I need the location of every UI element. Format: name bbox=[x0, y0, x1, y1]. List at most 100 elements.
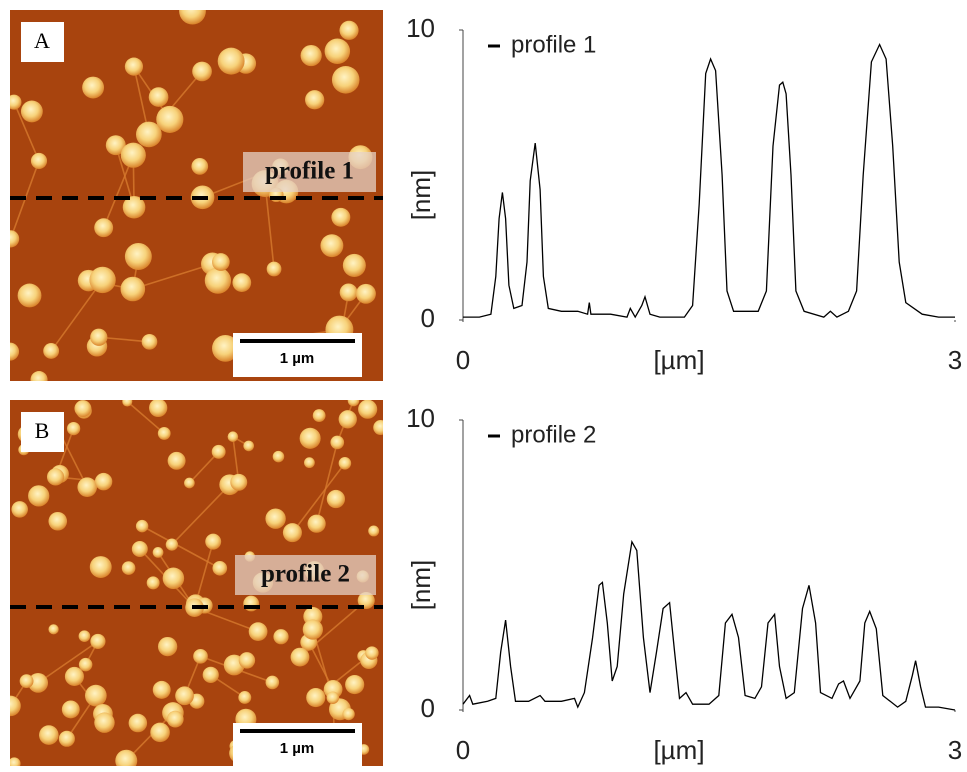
particle bbox=[19, 674, 34, 689]
particle bbox=[212, 560, 228, 576]
particle bbox=[326, 489, 346, 509]
particle bbox=[48, 624, 59, 635]
particle bbox=[78, 630, 91, 642]
panel-label: A bbox=[34, 28, 50, 53]
particle bbox=[10, 757, 21, 766]
particle bbox=[232, 273, 252, 292]
particle bbox=[128, 713, 148, 733]
particle bbox=[347, 400, 360, 407]
x-axis-label: [µm] bbox=[653, 345, 704, 375]
particle bbox=[10, 230, 20, 248]
particle bbox=[338, 457, 352, 470]
particle bbox=[64, 666, 84, 686]
profile-label-box bbox=[235, 555, 376, 595]
particle bbox=[121, 561, 136, 575]
particle bbox=[89, 556, 112, 578]
network-strand bbox=[50, 279, 104, 352]
profile-label-box bbox=[243, 152, 376, 192]
particle bbox=[10, 94, 22, 110]
particle bbox=[368, 525, 380, 537]
profile-line-series bbox=[463, 42, 955, 319]
particle bbox=[152, 547, 164, 558]
particle bbox=[82, 76, 105, 99]
particle bbox=[120, 142, 146, 168]
particle bbox=[167, 451, 186, 470]
network-strand bbox=[188, 451, 220, 484]
particle bbox=[89, 266, 116, 294]
particle bbox=[94, 218, 114, 238]
particle bbox=[135, 121, 162, 148]
profile-label: profile 2 bbox=[261, 561, 350, 588]
particle bbox=[331, 207, 351, 227]
x-tick-label: 3 bbox=[948, 345, 962, 375]
particle bbox=[193, 649, 208, 664]
particle bbox=[243, 440, 255, 452]
particle bbox=[28, 485, 50, 507]
particle bbox=[307, 514, 326, 533]
network-strand bbox=[102, 154, 135, 229]
particle bbox=[339, 20, 359, 40]
profile-label: profile 1 bbox=[265, 158, 354, 185]
particle bbox=[141, 333, 158, 350]
particle bbox=[166, 710, 184, 728]
particle bbox=[265, 675, 280, 690]
particle bbox=[205, 533, 222, 550]
particle bbox=[230, 473, 248, 491]
particle bbox=[156, 105, 184, 133]
particle bbox=[124, 57, 144, 76]
particle bbox=[211, 253, 230, 271]
network-strand bbox=[132, 263, 213, 290]
particle bbox=[131, 540, 148, 557]
particle bbox=[339, 283, 358, 302]
particle bbox=[48, 511, 68, 531]
particle bbox=[152, 680, 171, 699]
y-axis-label: [nm] bbox=[406, 170, 436, 221]
particle bbox=[299, 427, 321, 449]
particle bbox=[184, 477, 195, 489]
particle bbox=[175, 686, 194, 706]
particle bbox=[273, 629, 289, 645]
particle bbox=[46, 468, 65, 486]
particle bbox=[272, 450, 285, 463]
particle bbox=[211, 444, 226, 459]
particle bbox=[342, 253, 366, 277]
particle bbox=[149, 400, 168, 418]
particle bbox=[358, 400, 378, 419]
x-tick-label: 3 bbox=[948, 735, 962, 765]
particle bbox=[265, 508, 286, 529]
scale-bar-label: 1 µm bbox=[280, 350, 315, 367]
x-tick-label: 0 bbox=[456, 345, 470, 375]
particle bbox=[338, 410, 357, 429]
particle bbox=[290, 647, 310, 667]
particle bbox=[162, 567, 185, 590]
y-tick-label: 10 bbox=[406, 403, 435, 433]
particle bbox=[157, 636, 178, 657]
profile-line-series bbox=[462, 539, 956, 711]
legend-label: profile 2 bbox=[511, 421, 596, 448]
particle bbox=[146, 576, 160, 590]
particle bbox=[77, 477, 98, 497]
particle bbox=[90, 633, 106, 649]
particle bbox=[306, 688, 326, 708]
particle bbox=[124, 243, 152, 270]
particle bbox=[115, 749, 138, 766]
particle bbox=[365, 646, 379, 660]
particle bbox=[179, 10, 206, 25]
particle bbox=[324, 38, 351, 64]
particle bbox=[28, 672, 49, 693]
charts: 0 10 0 3 [µm] [nm] profile 1 0 10 0 3 [µm] [nm] profi… bbox=[406, 13, 962, 765]
particle bbox=[20, 100, 43, 123]
particle bbox=[356, 283, 376, 304]
network-strand bbox=[37, 640, 99, 684]
particle bbox=[150, 722, 170, 743]
particle bbox=[105, 135, 126, 156]
network-strand bbox=[13, 101, 40, 162]
scale-bar-label: 1 µm bbox=[280, 740, 315, 757]
particle bbox=[120, 276, 146, 302]
y-tick-label: 0 bbox=[421, 693, 435, 723]
particle bbox=[202, 666, 219, 684]
particle bbox=[217, 47, 245, 75]
particle bbox=[94, 712, 115, 733]
particle bbox=[135, 519, 149, 533]
particle bbox=[30, 152, 48, 169]
